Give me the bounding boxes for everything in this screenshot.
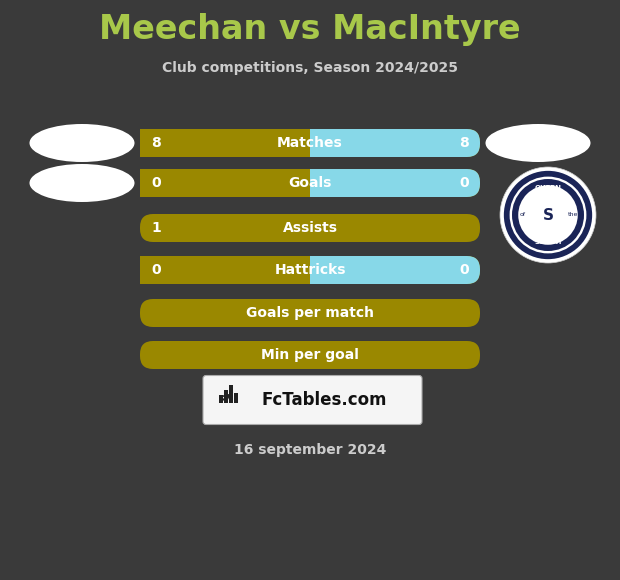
Text: S: S	[542, 208, 554, 223]
Text: Matches: Matches	[277, 136, 343, 150]
Text: 0: 0	[151, 263, 161, 277]
Bar	[140, 129, 310, 157]
Circle shape	[510, 176, 587, 253]
Text: 1: 1	[151, 221, 161, 235]
Text: Meechan vs MacIntyre: Meechan vs MacIntyre	[99, 13, 521, 46]
Text: SOUTH: SOUTH	[534, 240, 562, 245]
FancyBboxPatch shape	[203, 375, 422, 425]
Text: the: the	[568, 212, 578, 218]
Text: 0: 0	[151, 176, 161, 190]
Bar	[229, 385, 233, 403]
Text: FcTables.com: FcTables.com	[262, 391, 388, 409]
Text: Min per goal: Min per goal	[261, 348, 359, 362]
Text: Club competitions, Season 2024/2025: Club competitions, Season 2024/2025	[162, 61, 458, 75]
FancyBboxPatch shape	[140, 129, 480, 157]
Bar	[219, 395, 223, 403]
FancyBboxPatch shape	[140, 169, 480, 197]
Circle shape	[500, 167, 596, 263]
Text: QUEEN: QUEEN	[534, 184, 562, 191]
FancyBboxPatch shape	[140, 129, 480, 157]
Bar	[140, 169, 310, 197]
FancyBboxPatch shape	[140, 214, 480, 242]
Text: 16 september 2024: 16 september 2024	[234, 443, 386, 457]
FancyBboxPatch shape	[140, 169, 480, 197]
Text: Hattricks: Hattricks	[274, 263, 346, 277]
Ellipse shape	[485, 124, 590, 162]
Ellipse shape	[30, 124, 135, 162]
Text: of: of	[520, 212, 526, 218]
Bar	[140, 256, 310, 284]
FancyBboxPatch shape	[140, 299, 480, 327]
FancyBboxPatch shape	[140, 256, 480, 284]
Text: Goals per match: Goals per match	[246, 306, 374, 320]
Text: 8: 8	[459, 136, 469, 150]
FancyBboxPatch shape	[140, 256, 480, 284]
Circle shape	[512, 179, 584, 251]
FancyBboxPatch shape	[140, 341, 480, 369]
Text: Goals: Goals	[288, 176, 332, 190]
Text: Assists: Assists	[283, 221, 337, 235]
Circle shape	[504, 171, 592, 259]
Bar	[234, 393, 238, 403]
Bar	[224, 390, 228, 403]
Text: 8: 8	[151, 136, 161, 150]
Circle shape	[518, 185, 578, 245]
Text: 0: 0	[459, 176, 469, 190]
Ellipse shape	[30, 164, 135, 202]
Text: 0: 0	[459, 263, 469, 277]
